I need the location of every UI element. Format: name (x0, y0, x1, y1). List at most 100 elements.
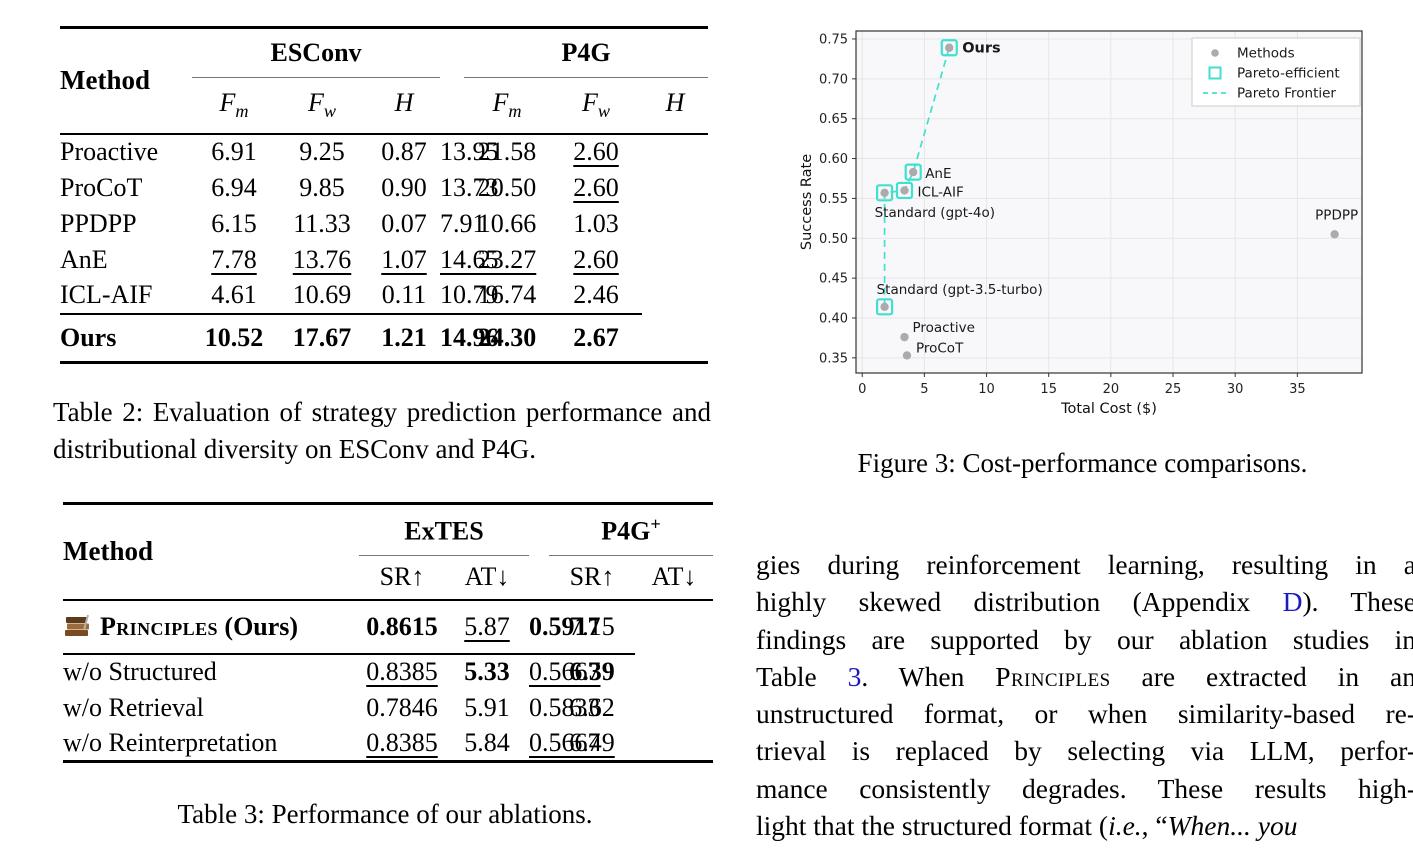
table3-caption: Table 3: Performance of our ablations. (177, 799, 593, 829)
method-label: AnE (60, 244, 108, 274)
legend-label: Methods (1237, 46, 1295, 62)
x-tick-label: 10 (978, 382, 995, 397)
table-cell: 7.15 (549, 599, 635, 655)
method-label: ICL-AIF (60, 280, 153, 309)
text-segment: ). These (1302, 586, 1413, 618)
method-label: w/o Retrieval (63, 692, 204, 722)
method-label: w/o Reinterpretation (63, 727, 278, 757)
text-segment: , “ (1141, 810, 1168, 842)
y-tick-label: 0.35 (819, 351, 848, 366)
pareto-marker (875, 298, 894, 316)
table-cell: 4.61 (211, 280, 257, 309)
table-row: w/o Reinterpretation 0.8385 5.84 0.5667 6.49 (63, 726, 713, 762)
point-label: Standard (gpt-3.5-turbo) (877, 282, 1043, 298)
table-cell: 6.39 (569, 657, 615, 686)
table-cell: 2.60 (573, 137, 619, 166)
method-cell: w/o Structured (63, 654, 359, 690)
table2-subcol: Fm (192, 77, 276, 135)
data-point (880, 302, 889, 312)
table-cell: 0.90 (381, 172, 427, 202)
table3-wrap: Method ExTES P4G+ SR↑ AT↓ SR↑ AT↓ Princi… (63, 502, 714, 763)
method-label: PPDPP (60, 208, 137, 238)
ablation-table: Method ExTES P4G+ SR↑ AT↓ SR↑ AT↓ Princi… (63, 502, 714, 763)
y-tick-label: 0.60 (819, 152, 848, 167)
table-cell: 10.66 (477, 208, 537, 238)
pareto-marker (895, 181, 914, 200)
pareto-marker (904, 163, 922, 181)
x-tick-label: 15 (1040, 382, 1057, 397)
text-segment: gies during reinforcement learning, resu… (756, 549, 1413, 580)
data-point (945, 43, 954, 52)
plot-border (855, 30, 1363, 374)
table-cell: 2.60 (573, 244, 619, 274)
table-cell: 20.50 (477, 172, 537, 202)
table-row: w/o Retrieval 0.7846 5.91 0.5833 6.62 (63, 690, 713, 726)
table-row: w/o Structured 0.8385 5.33 0.5667 6.39 (63, 654, 713, 690)
table-cell: 11.33 (293, 208, 351, 238)
table2-subcol: H (642, 77, 709, 135)
legend-square-marker (1208, 66, 1222, 80)
table3-gap (529, 503, 549, 601)
table-cell: 6.94 (211, 172, 257, 202)
point-label: Proactive (912, 320, 974, 336)
data-point (900, 186, 909, 195)
y-tick-label: 0.75 (819, 32, 848, 47)
table-cell: 10.79 (440, 280, 499, 309)
table-cell: 0.5667 (529, 657, 601, 686)
x-axis-label: Total Cost ($) (1060, 401, 1157, 417)
table3-subcol: SR↑ (549, 555, 635, 601)
text-line: trieval is replaced by selecting via LLM… (756, 732, 1413, 769)
method-label: Ours (60, 322, 117, 352)
text-line: gies during reinforcement learning, resu… (756, 546, 1413, 583)
y-tick-label: 0.45 (819, 272, 848, 287)
text-segment: trieval is replaced by selecting via LLM… (756, 735, 1413, 767)
table-cell: 10.69 (292, 280, 352, 309)
table-cell: 9.25 (299, 137, 345, 166)
point-label: ProCoT (916, 340, 964, 356)
table-cell: 24.30 (464, 312, 551, 362)
method-cell: w/o Reinterpretation (63, 726, 359, 762)
table2-group-p4g: P4G (464, 27, 709, 78)
method-cell: Ours (60, 312, 192, 362)
table2-wrap: Method ESConv P4G Fm Fw H Fm Fw H Proact… (60, 26, 709, 364)
text-segment: Table (756, 660, 848, 692)
table-cell: 2.67 (550, 312, 643, 362)
text-line: light that the structured format (i.e., … (756, 807, 1413, 844)
x-tick-label: 35 (1289, 382, 1306, 397)
table-cell: 0.11 (381, 280, 427, 309)
table-cell: 6.91 (211, 137, 257, 166)
reference-link[interactable]: D (1282, 586, 1303, 618)
table2-subcol: Fm (464, 77, 551, 135)
method-label: w/o Structured (63, 657, 217, 686)
x-tick-label: 30 (1227, 382, 1244, 397)
table3-subcol: SR↑ (359, 555, 445, 601)
table-row: AnE 7.78 13.76 1.07 14.65 23.27 2.60 (60, 242, 708, 278)
text-segment: highly skewed distribution (Appendix (756, 586, 1283, 618)
x-tick-label: 5 (920, 382, 928, 397)
y-tick-label: 0.40 (819, 311, 848, 326)
legend-label: Pareto Frontier (1237, 86, 1336, 102)
text-line: unstructured format, or when similarity-… (756, 695, 1413, 732)
text-segment: findings are supported by our ablation s… (756, 623, 1413, 655)
data-point (1330, 230, 1339, 239)
table-cell: 0.8385 (366, 727, 438, 757)
books-icon (65, 614, 89, 636)
table-cell: 17.67 (276, 312, 368, 362)
reference-link[interactable]: 3 (847, 660, 862, 692)
table2-group-esconv: ESConv (192, 27, 441, 78)
table2-subcol: H (368, 77, 441, 135)
text-segment: are extracted in an (1110, 660, 1413, 692)
table-cell: 16.74 (477, 280, 537, 309)
method-label: ProCoT (60, 172, 143, 202)
text-line: findings are supported by our ablation s… (756, 621, 1413, 658)
table-cell: 13.73 (440, 172, 499, 202)
method-cell: Principles (Ours) (63, 599, 359, 655)
table-cell: 6.15 (211, 208, 257, 238)
table-cell: 10.52 (192, 312, 276, 362)
figure3-caption: Figure 3: Cost-performance comparisons. (857, 448, 1308, 478)
table-cell: 1.03 (573, 208, 619, 238)
method-cell: AnE (60, 242, 192, 278)
point-label: ICL-AIF (917, 184, 963, 200)
text-segment: Principles (995, 660, 1111, 692)
table2-caption: Table 2: Evaluation of strategy predicti… (53, 397, 711, 465)
